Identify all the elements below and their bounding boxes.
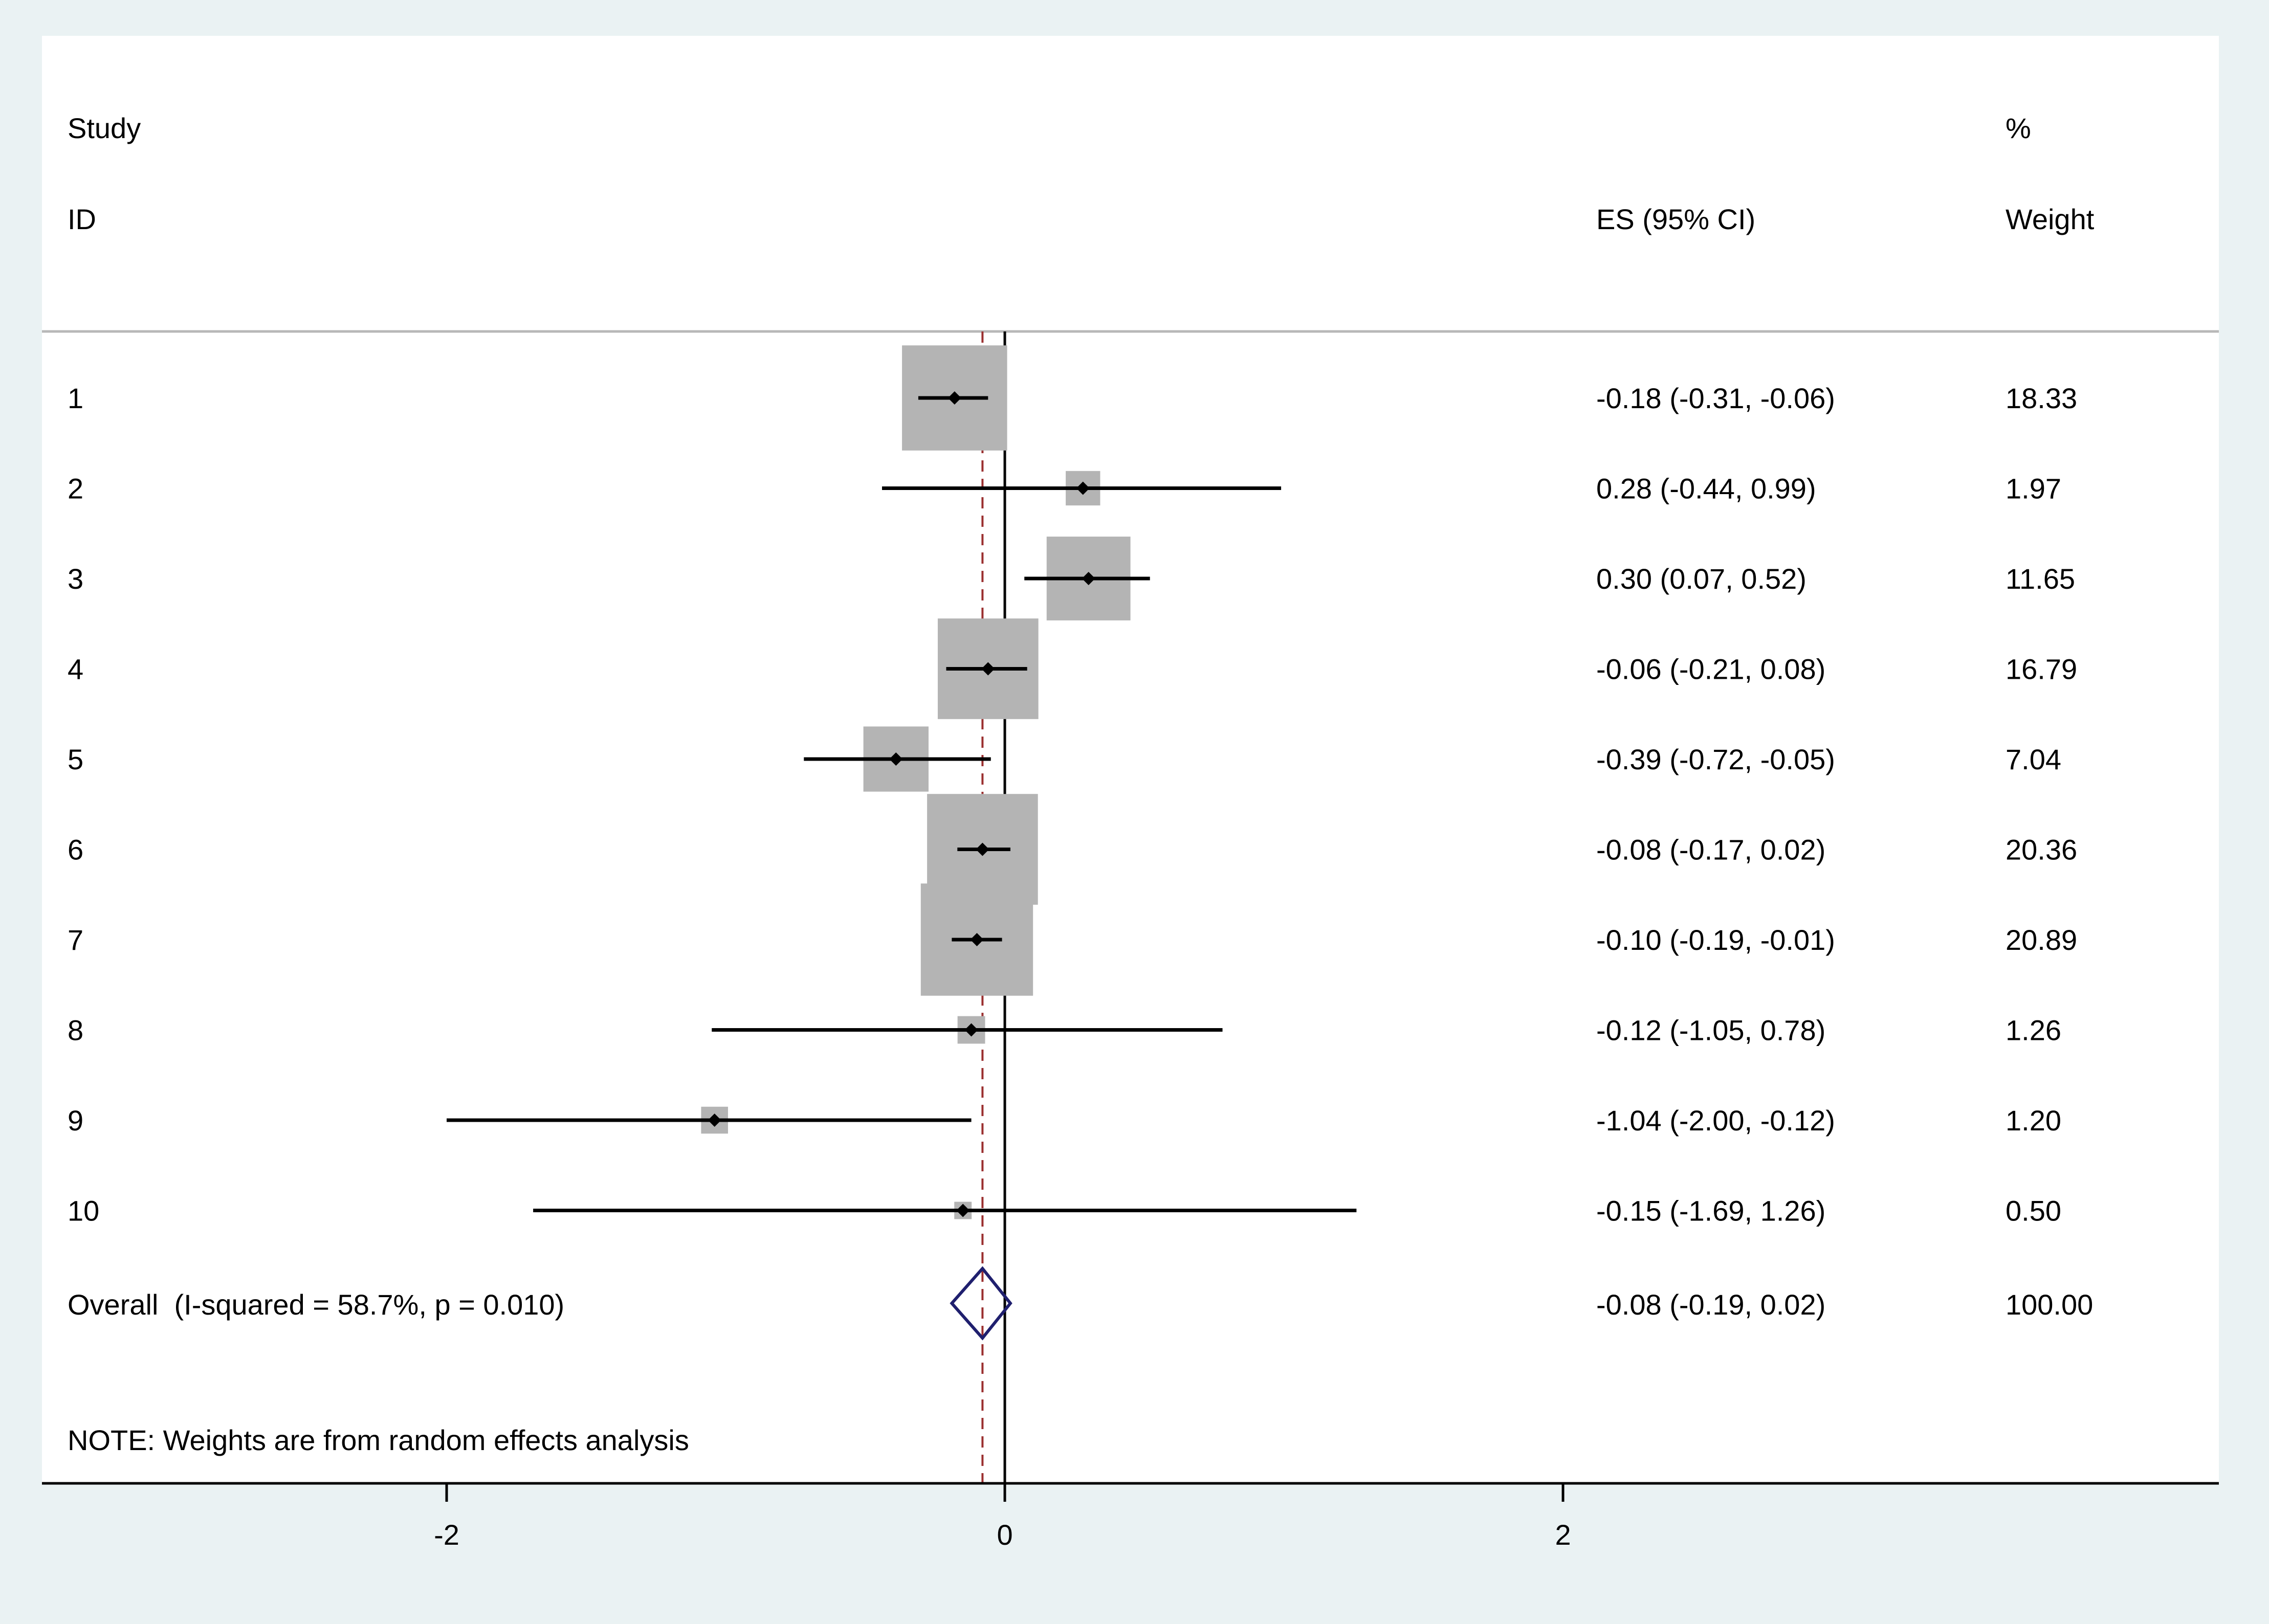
study-weight-label: 18.33 (2006, 382, 2077, 414)
marks-layer (446, 331, 1357, 1483)
header-id: ID (68, 203, 96, 235)
study-id-label: 3 (68, 563, 83, 595)
labels-layer: 1 -0.18 (-0.31, -0.06) 18.33 2 0.28 (-0.44, … (68, 382, 2077, 1227)
point-estimate (1076, 481, 1090, 495)
study-es-label: -1.04 (-2.00, -0.12) (1596, 1104, 1835, 1137)
study-es-label: -0.18 (-0.31, -0.06) (1596, 382, 1835, 414)
study-weight-label: 1.26 (2006, 1014, 2061, 1047)
study-weight-label: 20.36 (2006, 834, 2077, 866)
study-weight-label: 11.65 (2006, 563, 2075, 595)
study-weight-label: 0.50 (2006, 1195, 2061, 1227)
study-weight-label: 1.20 (2006, 1104, 2061, 1137)
study-weight-label: 7.04 (2006, 743, 2061, 775)
header-es: ES (95% CI) (1596, 203, 1755, 235)
point-estimate (708, 1114, 721, 1127)
study-es-label: -0.39 (-0.72, -0.05) (1596, 743, 1835, 775)
study-es-label: 0.28 (-0.44, 0.99) (1596, 473, 1816, 505)
x-axis-ticks: -2 0 2 (434, 1483, 1571, 1551)
study-id-label: 4 (68, 653, 83, 685)
study-id-label: 8 (68, 1014, 83, 1047)
study-id-label: 6 (68, 834, 83, 866)
x-tick-label: 2 (1555, 1519, 1571, 1551)
study-es-label: -0.06 (-0.21, 0.08) (1596, 653, 1825, 685)
point-estimate (1082, 572, 1095, 585)
overall-es-text: -0.08 (-0.19, 0.02) (1596, 1288, 1825, 1321)
point-estimate (948, 391, 961, 405)
weights-note: NOTE: Weights are from random effects an… (68, 1424, 689, 1456)
point-estimate (889, 752, 903, 766)
overall-diamond (950, 1266, 1012, 1341)
point-estimate (981, 662, 995, 676)
study-es-label: 0.30 (0.07, 0.52) (1596, 563, 1807, 595)
point-estimate (970, 933, 984, 946)
study-es-label: -0.08 (-0.17, 0.02) (1596, 834, 1825, 866)
study-id-label: 9 (68, 1104, 83, 1137)
study-id-label: 5 (68, 743, 83, 775)
plot-panel (42, 36, 2219, 1483)
header-study: Study (68, 112, 141, 144)
point-estimate (956, 1204, 970, 1217)
study-id-label: 7 (68, 924, 83, 956)
study-weight-label: 16.79 (2006, 653, 2077, 685)
study-es-label: -0.15 (-1.69, 1.26) (1596, 1195, 1825, 1227)
header-weight: Weight (2006, 203, 2095, 235)
overall-label: Overall (I-squared = 58.7%, p = 0.010) (68, 1288, 564, 1321)
study-id-label: 10 (68, 1195, 99, 1227)
study-id-label: 1 (68, 382, 83, 414)
overall-weight-text: 100.00 (2006, 1288, 2093, 1321)
study-es-label: -0.12 (-1.05, 0.78) (1596, 1014, 1825, 1047)
study-weight-label: 1.97 (2006, 473, 2061, 505)
study-weight-label: 20.89 (2006, 924, 2077, 956)
x-tick-label: -2 (434, 1519, 459, 1551)
header-percent: % (2006, 112, 2031, 144)
study-es-label: -0.10 (-0.19, -0.01) (1596, 924, 1835, 956)
study-id-label: 2 (68, 473, 83, 505)
x-tick-label: 0 (997, 1519, 1012, 1551)
point-estimate (964, 1023, 978, 1037)
point-estimate (976, 842, 989, 856)
